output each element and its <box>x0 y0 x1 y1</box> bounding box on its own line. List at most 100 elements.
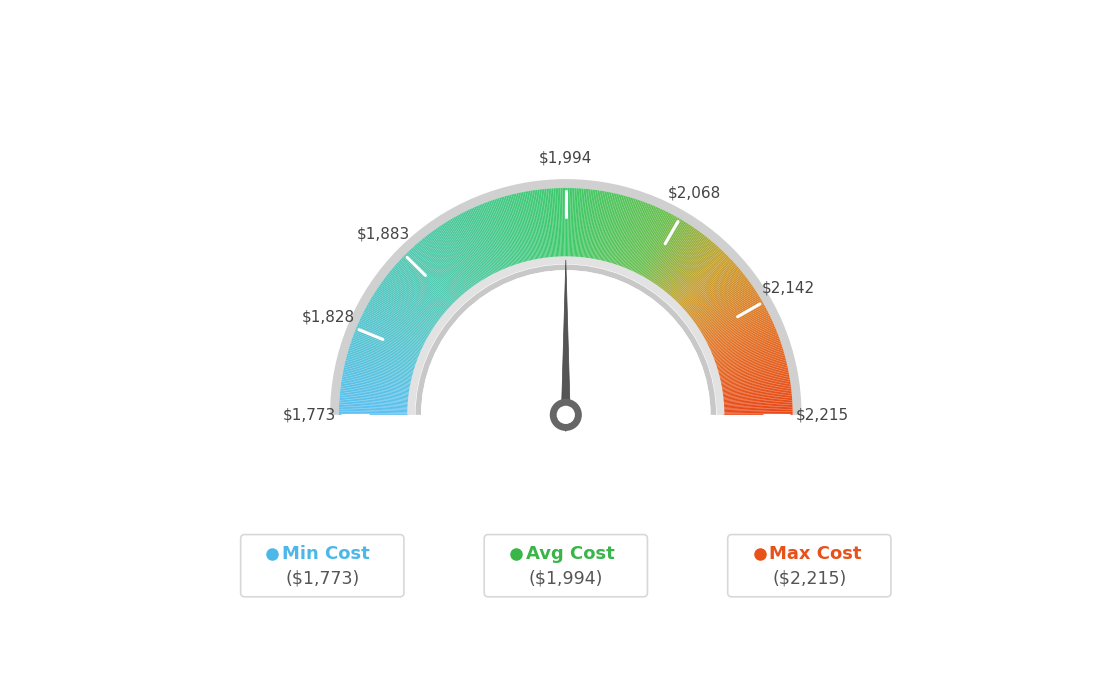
Wedge shape <box>476 206 505 271</box>
Wedge shape <box>514 193 532 263</box>
Wedge shape <box>583 189 593 259</box>
Wedge shape <box>613 199 636 266</box>
Wedge shape <box>693 284 753 326</box>
Wedge shape <box>716 357 786 376</box>
Text: $2,068: $2,068 <box>668 186 721 201</box>
Wedge shape <box>686 269 741 315</box>
Wedge shape <box>574 188 580 259</box>
Wedge shape <box>678 257 730 307</box>
Wedge shape <box>511 194 529 263</box>
Wedge shape <box>631 209 662 273</box>
Wedge shape <box>693 283 752 325</box>
Wedge shape <box>404 255 455 305</box>
Wedge shape <box>371 298 432 335</box>
Wedge shape <box>341 383 411 394</box>
Wedge shape <box>608 197 629 265</box>
Wedge shape <box>567 188 570 259</box>
Wedge shape <box>362 313 426 346</box>
Wedge shape <box>412 247 460 300</box>
Wedge shape <box>677 255 728 305</box>
Wedge shape <box>535 190 546 260</box>
Wedge shape <box>609 197 630 265</box>
Wedge shape <box>628 206 658 272</box>
Wedge shape <box>572 188 576 259</box>
Wedge shape <box>372 295 433 333</box>
Wedge shape <box>720 377 790 391</box>
Wedge shape <box>351 342 418 366</box>
Wedge shape <box>367 304 429 339</box>
Wedge shape <box>378 287 436 328</box>
Wedge shape <box>501 197 522 265</box>
Wedge shape <box>704 308 767 343</box>
Wedge shape <box>368 302 429 339</box>
Wedge shape <box>339 397 410 404</box>
Wedge shape <box>429 233 473 290</box>
Wedge shape <box>448 219 486 281</box>
Wedge shape <box>646 219 683 281</box>
Wedge shape <box>375 290 435 330</box>
Wedge shape <box>490 200 516 267</box>
Wedge shape <box>569 188 571 259</box>
Wedge shape <box>502 197 523 265</box>
Text: ($1,994): ($1,994) <box>529 570 603 588</box>
Wedge shape <box>623 204 649 270</box>
Wedge shape <box>618 201 645 268</box>
Wedge shape <box>651 225 692 285</box>
Wedge shape <box>671 247 720 300</box>
Text: Min Cost: Min Cost <box>283 545 370 563</box>
Text: ($2,215): ($2,215) <box>772 570 847 588</box>
Wedge shape <box>570 188 573 259</box>
Text: $2,215: $2,215 <box>796 407 849 422</box>
Wedge shape <box>359 320 424 351</box>
Wedge shape <box>341 381 411 393</box>
Wedge shape <box>468 210 499 274</box>
Wedge shape <box>688 273 744 318</box>
Wedge shape <box>606 195 626 264</box>
Wedge shape <box>530 190 542 260</box>
Wedge shape <box>696 289 755 329</box>
Wedge shape <box>669 245 718 298</box>
Wedge shape <box>543 189 551 259</box>
Wedge shape <box>705 313 769 346</box>
Wedge shape <box>348 350 416 371</box>
Wedge shape <box>722 402 793 408</box>
Wedge shape <box>347 355 415 375</box>
Wedge shape <box>348 352 416 373</box>
Wedge shape <box>340 392 411 400</box>
Wedge shape <box>679 258 731 308</box>
Wedge shape <box>626 205 655 271</box>
Wedge shape <box>526 191 539 261</box>
Wedge shape <box>444 222 484 283</box>
Wedge shape <box>611 197 633 266</box>
Wedge shape <box>640 215 676 278</box>
Wedge shape <box>715 348 783 370</box>
Circle shape <box>556 406 575 424</box>
Wedge shape <box>692 282 751 324</box>
Wedge shape <box>683 265 737 313</box>
Wedge shape <box>350 343 417 366</box>
Wedge shape <box>719 371 788 386</box>
Wedge shape <box>427 235 471 291</box>
Wedge shape <box>393 266 448 313</box>
Wedge shape <box>353 333 420 359</box>
Wedge shape <box>433 230 475 288</box>
Wedge shape <box>612 198 634 266</box>
Wedge shape <box>672 250 722 302</box>
Wedge shape <box>389 272 445 317</box>
Wedge shape <box>687 272 743 317</box>
Wedge shape <box>561 188 563 259</box>
Wedge shape <box>355 328 422 356</box>
Wedge shape <box>650 224 690 284</box>
Wedge shape <box>575 188 582 259</box>
Wedge shape <box>455 216 490 279</box>
Wedge shape <box>506 195 526 264</box>
Wedge shape <box>339 399 410 405</box>
Wedge shape <box>493 199 518 266</box>
Wedge shape <box>421 270 711 415</box>
Wedge shape <box>376 289 436 329</box>
Wedge shape <box>424 237 469 293</box>
Wedge shape <box>594 192 608 262</box>
Wedge shape <box>437 227 478 286</box>
Wedge shape <box>622 203 648 269</box>
Wedge shape <box>428 233 471 290</box>
